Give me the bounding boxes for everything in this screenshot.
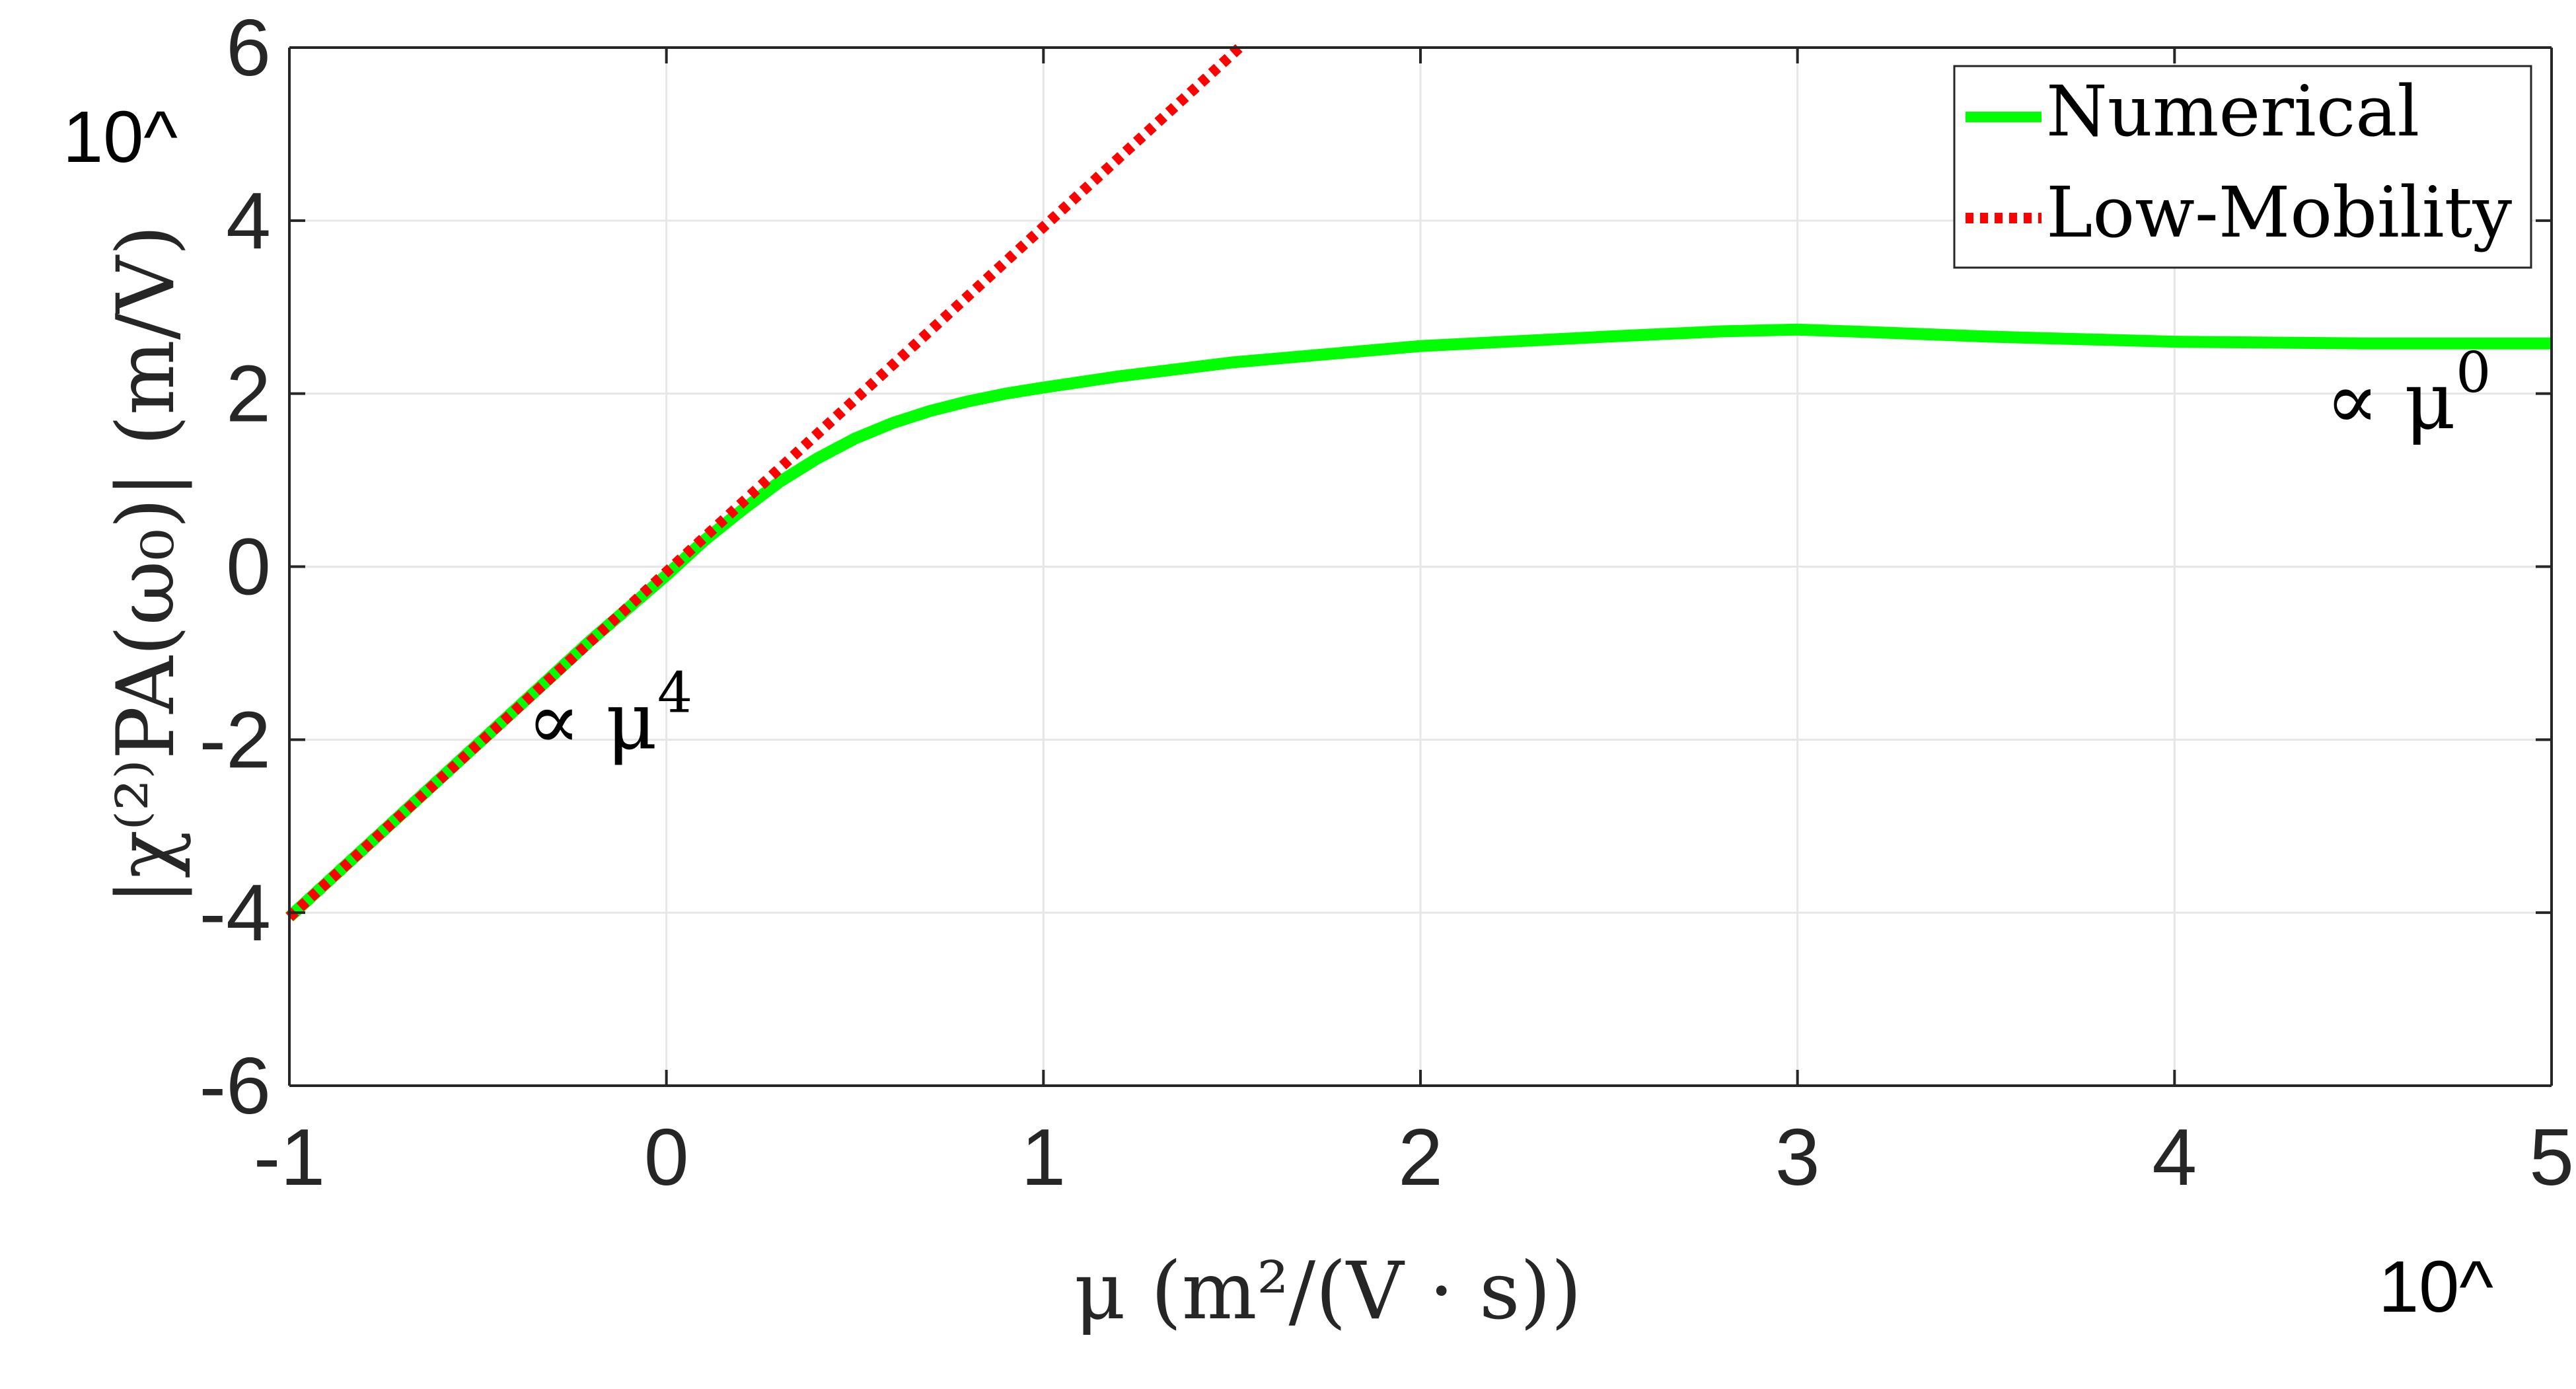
- y-tick-label: 2: [226, 349, 271, 439]
- x-tick-label: 0: [644, 1112, 689, 1202]
- x-tick-label: 4: [2152, 1112, 2197, 1202]
- y-exponent-label: 10^: [63, 96, 178, 178]
- y-tick-label: 4: [226, 176, 271, 266]
- y-axis-label: |χ⁽²⁾PA(ω₀)| (m/V): [100, 225, 192, 905]
- annotations: ∝ μ4 ∝ μ0: [527, 340, 2491, 767]
- y-tick-label: -4: [200, 868, 271, 957]
- x-tick-label: 5: [2529, 1112, 2574, 1202]
- legend-box: [1953, 65, 2532, 269]
- y-tick-label: -2: [200, 694, 271, 784]
- x-exponent-label: 10^: [2378, 1246, 2493, 1328]
- y-tick-label: 6: [226, 3, 271, 93]
- x-axis-label: μ (m²/(V · s)): [1074, 1246, 1582, 1337]
- x-tick-label: 1: [1021, 1112, 1066, 1202]
- legend-label-numerical: Numerical: [2046, 71, 2419, 152]
- series-line-low-mobility: [285, 44, 1243, 921]
- x-tick-label: -1: [254, 1112, 325, 1202]
- annotation-2: ∝ μ0: [2326, 340, 2491, 447]
- legend: Numerical Low-Mobility: [1953, 65, 2532, 269]
- annotation-1: ∝ μ4: [527, 660, 693, 767]
- tick-labels: -1 0 1 2 3 4 5 -6 -4 -2 0 2 4 6: [200, 3, 2574, 1202]
- legend-label-low-mobility: Low-Mobility: [2046, 172, 2512, 253]
- y-tick-label: 0: [226, 522, 271, 612]
- x-tick-label: 3: [1775, 1112, 1820, 1202]
- axes: [288, 46, 2553, 1087]
- x-tick-label: 2: [1398, 1112, 1443, 1202]
- series-layer: [285, 44, 2552, 922]
- y-tick-label: -6: [200, 1041, 271, 1131]
